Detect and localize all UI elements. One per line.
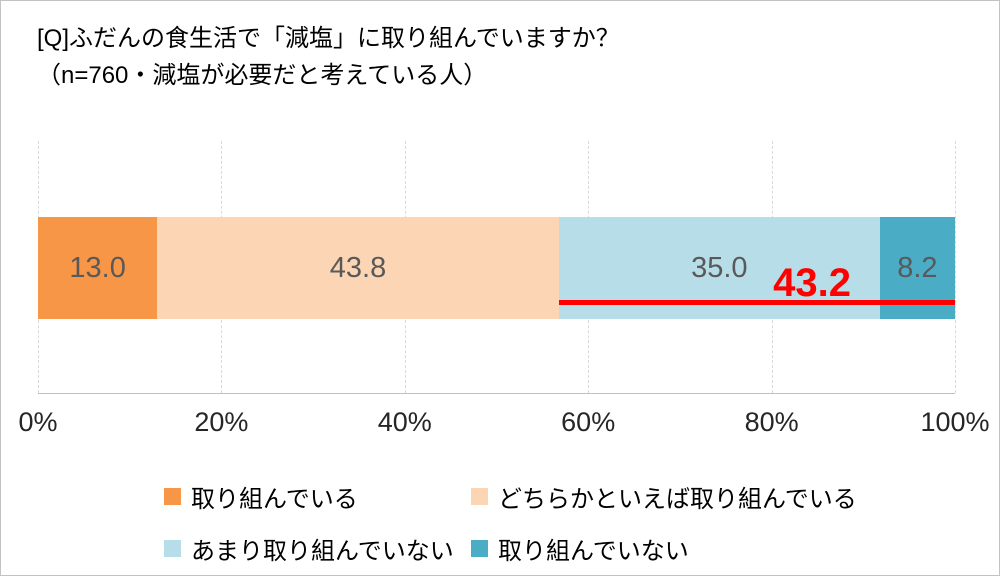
bar-segment: 43.8 (157, 217, 559, 319)
annotation-underline (558, 300, 955, 305)
legend-label: あまり取り組んでいない (191, 538, 454, 565)
bar-segment-value: 35.0 (691, 251, 748, 284)
legend-swatch (471, 540, 488, 557)
x-axis-tick-label: 40% (377, 407, 432, 437)
legend-item: どちらかといえば取り組んでいる (471, 479, 857, 514)
legend-label: どちらかといえば取り組んでいる (498, 486, 857, 513)
plot-area: 13.0 43.8 35.0 8.2 43.2 (38, 141, 956, 394)
gridline (955, 141, 956, 393)
legend-swatch (471, 488, 488, 505)
title-line-1: [Q]ふだんの食生活で「減塩」に取り組んでいますか？ (37, 25, 620, 52)
legend-item: あまり取り組んでいない (164, 531, 471, 566)
x-axis-tick-label: 0% (18, 407, 58, 437)
annotation-value-label: 43.2 (773, 261, 851, 305)
bar-segment: 13.0 (38, 217, 158, 319)
legend: 取り組んでいる どちらかといえば取り組んでいるあまり取り組んでいない 取り組んでいな… (164, 479, 857, 566)
legend-item: 取り組んでいない (471, 531, 857, 566)
legend-label: 取り組んでいない (498, 538, 689, 565)
chart-title: [Q]ふだんの食生活で「減塩」に取り組んでいますか？ （n=760・減塩が必要だ… (37, 20, 620, 94)
legend-swatch (164, 540, 181, 557)
legend-item: 取り組んでいる (164, 479, 471, 514)
x-axis-tick-label: 20% (194, 407, 249, 437)
bar-segment-value: 8.2 (897, 251, 938, 284)
legend-label: 取り組んでいる (191, 486, 358, 513)
bar-segment-value: 13.0 (69, 251, 126, 284)
x-axis-tick-label: 80% (744, 407, 799, 437)
x-axis: 0% 20% 40% 60% 80% 100% (18, 407, 989, 441)
x-axis-tick-label: 60% (561, 407, 616, 437)
title-line-2: （n=760・減塩が必要だと考えている人） (37, 62, 488, 89)
legend-swatch (164, 488, 181, 505)
x-axis-tick-label: 100% (920, 407, 990, 437)
bar-segment-value: 43.8 (329, 251, 387, 284)
